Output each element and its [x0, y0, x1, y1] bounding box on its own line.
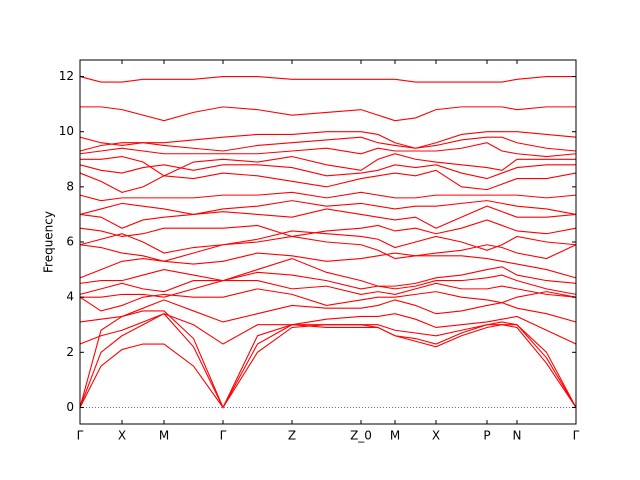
x-tick-label: P [483, 429, 490, 443]
x-tick-label: N [513, 429, 522, 443]
band-line [79, 191, 577, 202]
band-line [79, 200, 577, 215]
band-line [79, 271, 577, 295]
y-axis-label: Frequency [42, 211, 56, 273]
x-tick-label: Z_0 [350, 429, 372, 443]
band-line [79, 131, 577, 149]
x-tick-label: Z [288, 429, 296, 443]
band-line [80, 153, 576, 177]
band-line [79, 313, 577, 345]
band-line [79, 164, 576, 180]
band-line [79, 310, 577, 409]
band-line [79, 324, 577, 409]
x-tick-label: X [118, 429, 126, 443]
band-line [80, 280, 577, 298]
band-line [79, 205, 577, 229]
y-tick-label: 6 [66, 235, 74, 249]
band-line [79, 169, 577, 193]
y-tick-label: 4 [66, 290, 74, 304]
band-line [79, 235, 577, 262]
y-tick-label: 2 [66, 345, 74, 359]
x-tick-label: X [432, 429, 440, 443]
band-line [79, 136, 577, 152]
x-tick-label: Γ [573, 429, 580, 443]
band-line [79, 288, 577, 312]
band-line [79, 230, 577, 254]
band-line [80, 106, 576, 122]
band-line [79, 252, 577, 279]
band-line [79, 257, 577, 287]
y-tick-label: 12 [59, 69, 74, 83]
band-line [79, 142, 577, 158]
x-tick-label: M [159, 429, 169, 443]
x-tick-label: M [390, 429, 400, 443]
band-line [79, 76, 576, 83]
y-tick-label: 8 [66, 179, 74, 193]
y-tick-label: 10 [59, 124, 74, 138]
band-line [79, 313, 577, 409]
y-tick-label: 0 [66, 400, 74, 414]
x-tick-label: Γ [77, 429, 84, 443]
band-line [79, 299, 577, 323]
x-tick-label: Γ [220, 429, 227, 443]
band-line [79, 219, 577, 238]
